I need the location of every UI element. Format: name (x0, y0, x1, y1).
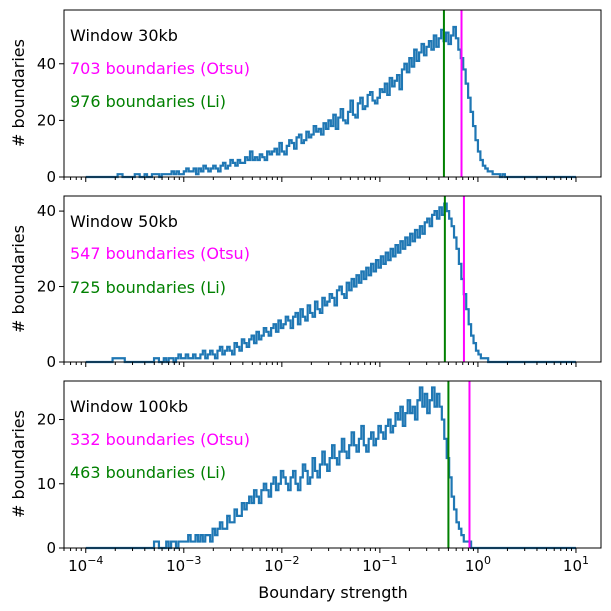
xtick-label: 101 (563, 554, 589, 575)
histogram-series-2 (85, 386, 576, 550)
ytick-label: 0 (46, 168, 56, 186)
annotation-otsu-30kb: 703 boundaries (Otsu) (70, 59, 250, 78)
annotation-otsu-50kb: 547 boundaries (Otsu) (70, 244, 250, 263)
xtick-label: 10−2 (264, 554, 299, 575)
xtick-label: 100 (465, 554, 491, 575)
panel-window-50kb: # boundaries Window 50kb 547 boundaries … (9, 195, 602, 371)
ytick-label: 20 (37, 411, 56, 429)
ytick-label: 40 (37, 202, 56, 220)
ytick-label: 20 (37, 111, 56, 129)
annotation-window-50kb: Window 50kb (70, 212, 178, 231)
annotation-window-100kb: Window 100kb (70, 397, 188, 416)
ytick-label: 0 (46, 539, 56, 557)
xlabel: Boundary strength (258, 583, 408, 602)
xtick-label: 10−3 (166, 554, 201, 575)
axes-frame-0 (63, 9, 602, 178)
annotation-otsu-100kb: 332 boundaries (Otsu) (70, 430, 250, 449)
histogram-series-0 (85, 25, 576, 179)
ytick-label: 0 (46, 353, 56, 371)
annotation-li-100kb: 463 boundaries (Li) (70, 463, 226, 482)
ytick-label: 40 (37, 55, 56, 73)
xtick-label: 10−1 (362, 554, 397, 575)
histogram-series-1 (85, 202, 576, 364)
ylabel-30kb: # boundaries (9, 39, 28, 147)
panel-window-30kb: # boundaries Window 30kb 703 boundaries … (9, 9, 602, 186)
annotation-li-50kb: 725 boundaries (Li) (70, 278, 226, 297)
axes-frame-1 (63, 195, 602, 363)
xtick-label: 10−4 (68, 554, 103, 575)
ylabel-50kb: # boundaries (9, 225, 28, 333)
ytick-label: 10 (37, 475, 56, 493)
ytick-label: 20 (37, 278, 56, 296)
panel-window-100kb: # boundaries Window 100kb 332 boundaries… (9, 380, 602, 575)
annotation-window-30kb: Window 30kb (70, 26, 178, 45)
annotation-li-30kb: 976 boundaries (Li) (70, 92, 226, 111)
ylabel-100kb: # boundaries (9, 410, 28, 518)
axes-frame-2 (63, 380, 602, 549)
